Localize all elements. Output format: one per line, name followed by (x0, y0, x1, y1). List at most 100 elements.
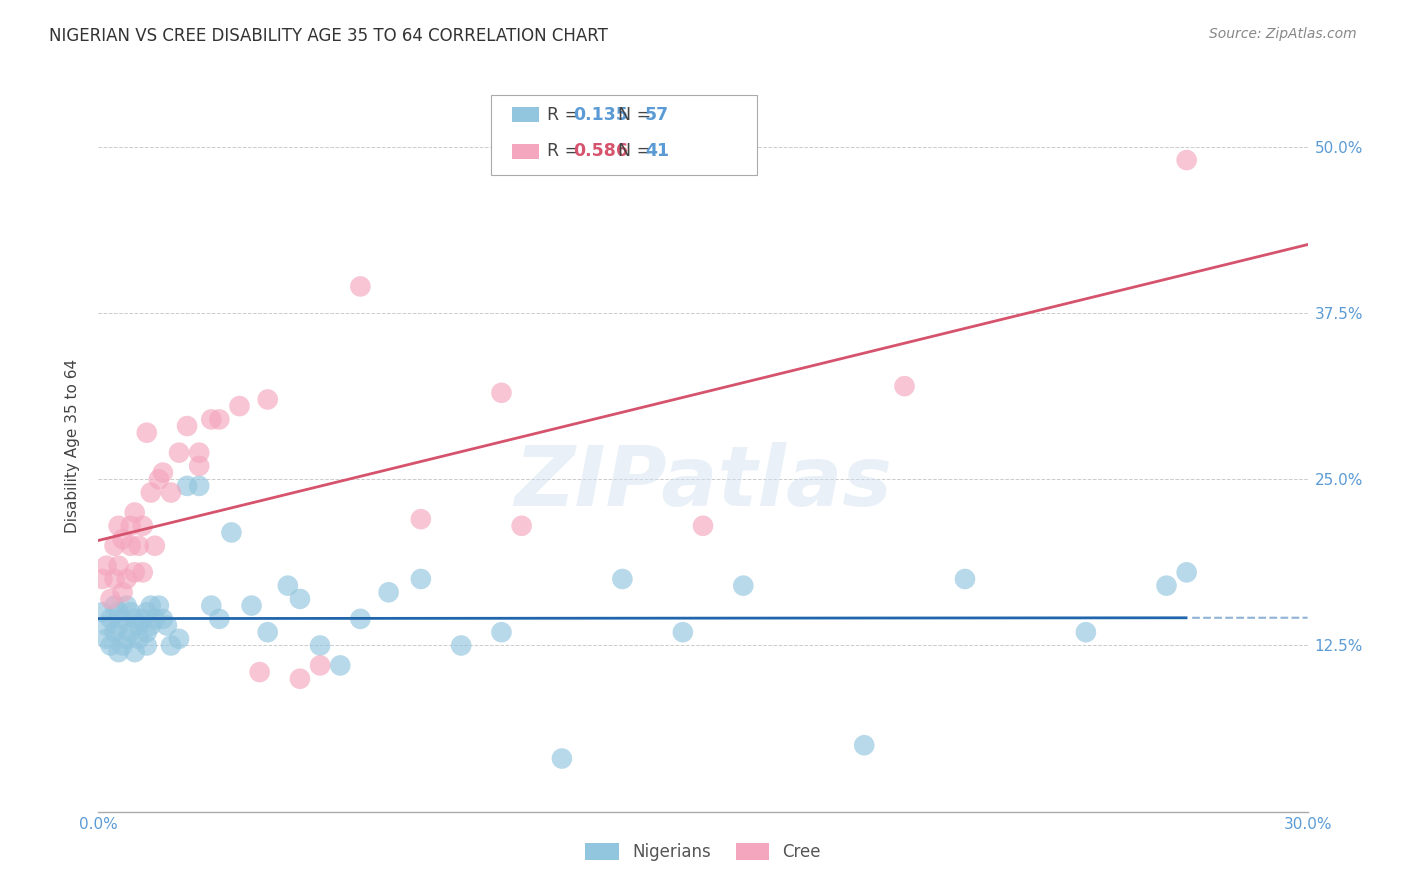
Point (139, 485, 162, 500)
Point (135, 625, 157, 640)
Point (103, 625, 125, 640)
Point (124, 506, 146, 520)
Point (115, 632, 138, 646)
Point (103, 539, 125, 553)
FancyBboxPatch shape (512, 144, 538, 159)
Point (111, 532, 134, 546)
Point (132, 518, 155, 533)
Point (188, 458, 211, 473)
Point (107, 645, 129, 659)
Point (176, 479, 198, 493)
Point (349, 612, 371, 626)
Text: 57: 57 (645, 105, 669, 124)
Text: 0.586: 0.586 (574, 142, 628, 161)
Point (221, 525, 243, 540)
Point (156, 618, 179, 632)
Point (135, 605, 157, 619)
Point (143, 612, 166, 626)
FancyBboxPatch shape (492, 95, 758, 176)
Point (853, 738, 876, 752)
Point (120, 625, 142, 640)
Point (1175, 566, 1198, 580)
Point (329, 658, 352, 673)
Point (1175, 153, 1198, 167)
Point (107, 558, 129, 573)
Point (409, 512, 432, 526)
Point (409, 572, 432, 586)
Point (167, 445, 190, 459)
Text: N =: N = (619, 142, 657, 161)
Point (349, 279, 371, 293)
Point (612, 572, 634, 586)
Point (115, 599, 138, 613)
Text: Source: ZipAtlas.com: Source: ZipAtlas.com (1209, 27, 1357, 41)
Point (152, 466, 174, 480)
Point (167, 632, 190, 646)
Point (115, 572, 138, 586)
Point (309, 658, 332, 673)
Point (160, 485, 183, 500)
Text: ZIPatlas: ZIPatlas (515, 442, 891, 523)
Point (120, 539, 142, 553)
Point (103, 599, 125, 613)
Point (256, 625, 278, 640)
Point (249, 665, 271, 679)
Point (288, 672, 311, 686)
Point (953, 572, 976, 586)
Point (124, 566, 146, 580)
Point (152, 612, 174, 626)
Text: R =: R = (547, 105, 585, 124)
Point (510, 518, 533, 533)
Point (148, 599, 170, 613)
Point (551, 751, 574, 765)
Point (120, 605, 142, 619)
Point (107, 605, 129, 619)
Point (132, 566, 155, 580)
Point (491, 385, 513, 400)
Point (143, 539, 166, 553)
Text: N =: N = (619, 105, 657, 124)
Point (1156, 579, 1178, 593)
Point (160, 639, 183, 653)
Point (188, 445, 211, 459)
Point (208, 612, 231, 626)
Point (96, 558, 118, 573)
Point (240, 599, 263, 613)
FancyBboxPatch shape (512, 107, 538, 122)
Point (139, 599, 162, 613)
Point (148, 472, 170, 486)
Point (893, 379, 915, 393)
Point (96, 618, 118, 632)
Point (111, 612, 134, 626)
Point (200, 412, 222, 426)
Point (135, 639, 157, 653)
Point (256, 392, 278, 407)
Legend: Nigerians, Cree: Nigerians, Cree (576, 834, 830, 869)
Point (176, 419, 198, 434)
Point (135, 425, 157, 440)
Point (100, 591, 122, 606)
Text: 41: 41 (645, 142, 669, 161)
Point (124, 645, 146, 659)
Point (288, 591, 311, 606)
Point (107, 618, 129, 632)
Point (91, 605, 114, 619)
Point (1074, 625, 1097, 640)
Point (132, 612, 155, 626)
Point (128, 618, 150, 632)
Point (120, 518, 142, 533)
Point (672, 625, 695, 640)
Point (200, 599, 222, 613)
Point (139, 618, 162, 632)
Point (277, 579, 299, 593)
Point (377, 585, 399, 599)
Point (96, 632, 118, 646)
Point (309, 639, 332, 653)
Point (491, 625, 513, 640)
Point (733, 579, 755, 593)
Y-axis label: Disability Age 35 to 64: Disability Age 35 to 64 (65, 359, 80, 533)
Point (128, 632, 150, 646)
Point (208, 412, 231, 426)
Point (91, 572, 114, 586)
Text: R =: R = (547, 142, 585, 161)
